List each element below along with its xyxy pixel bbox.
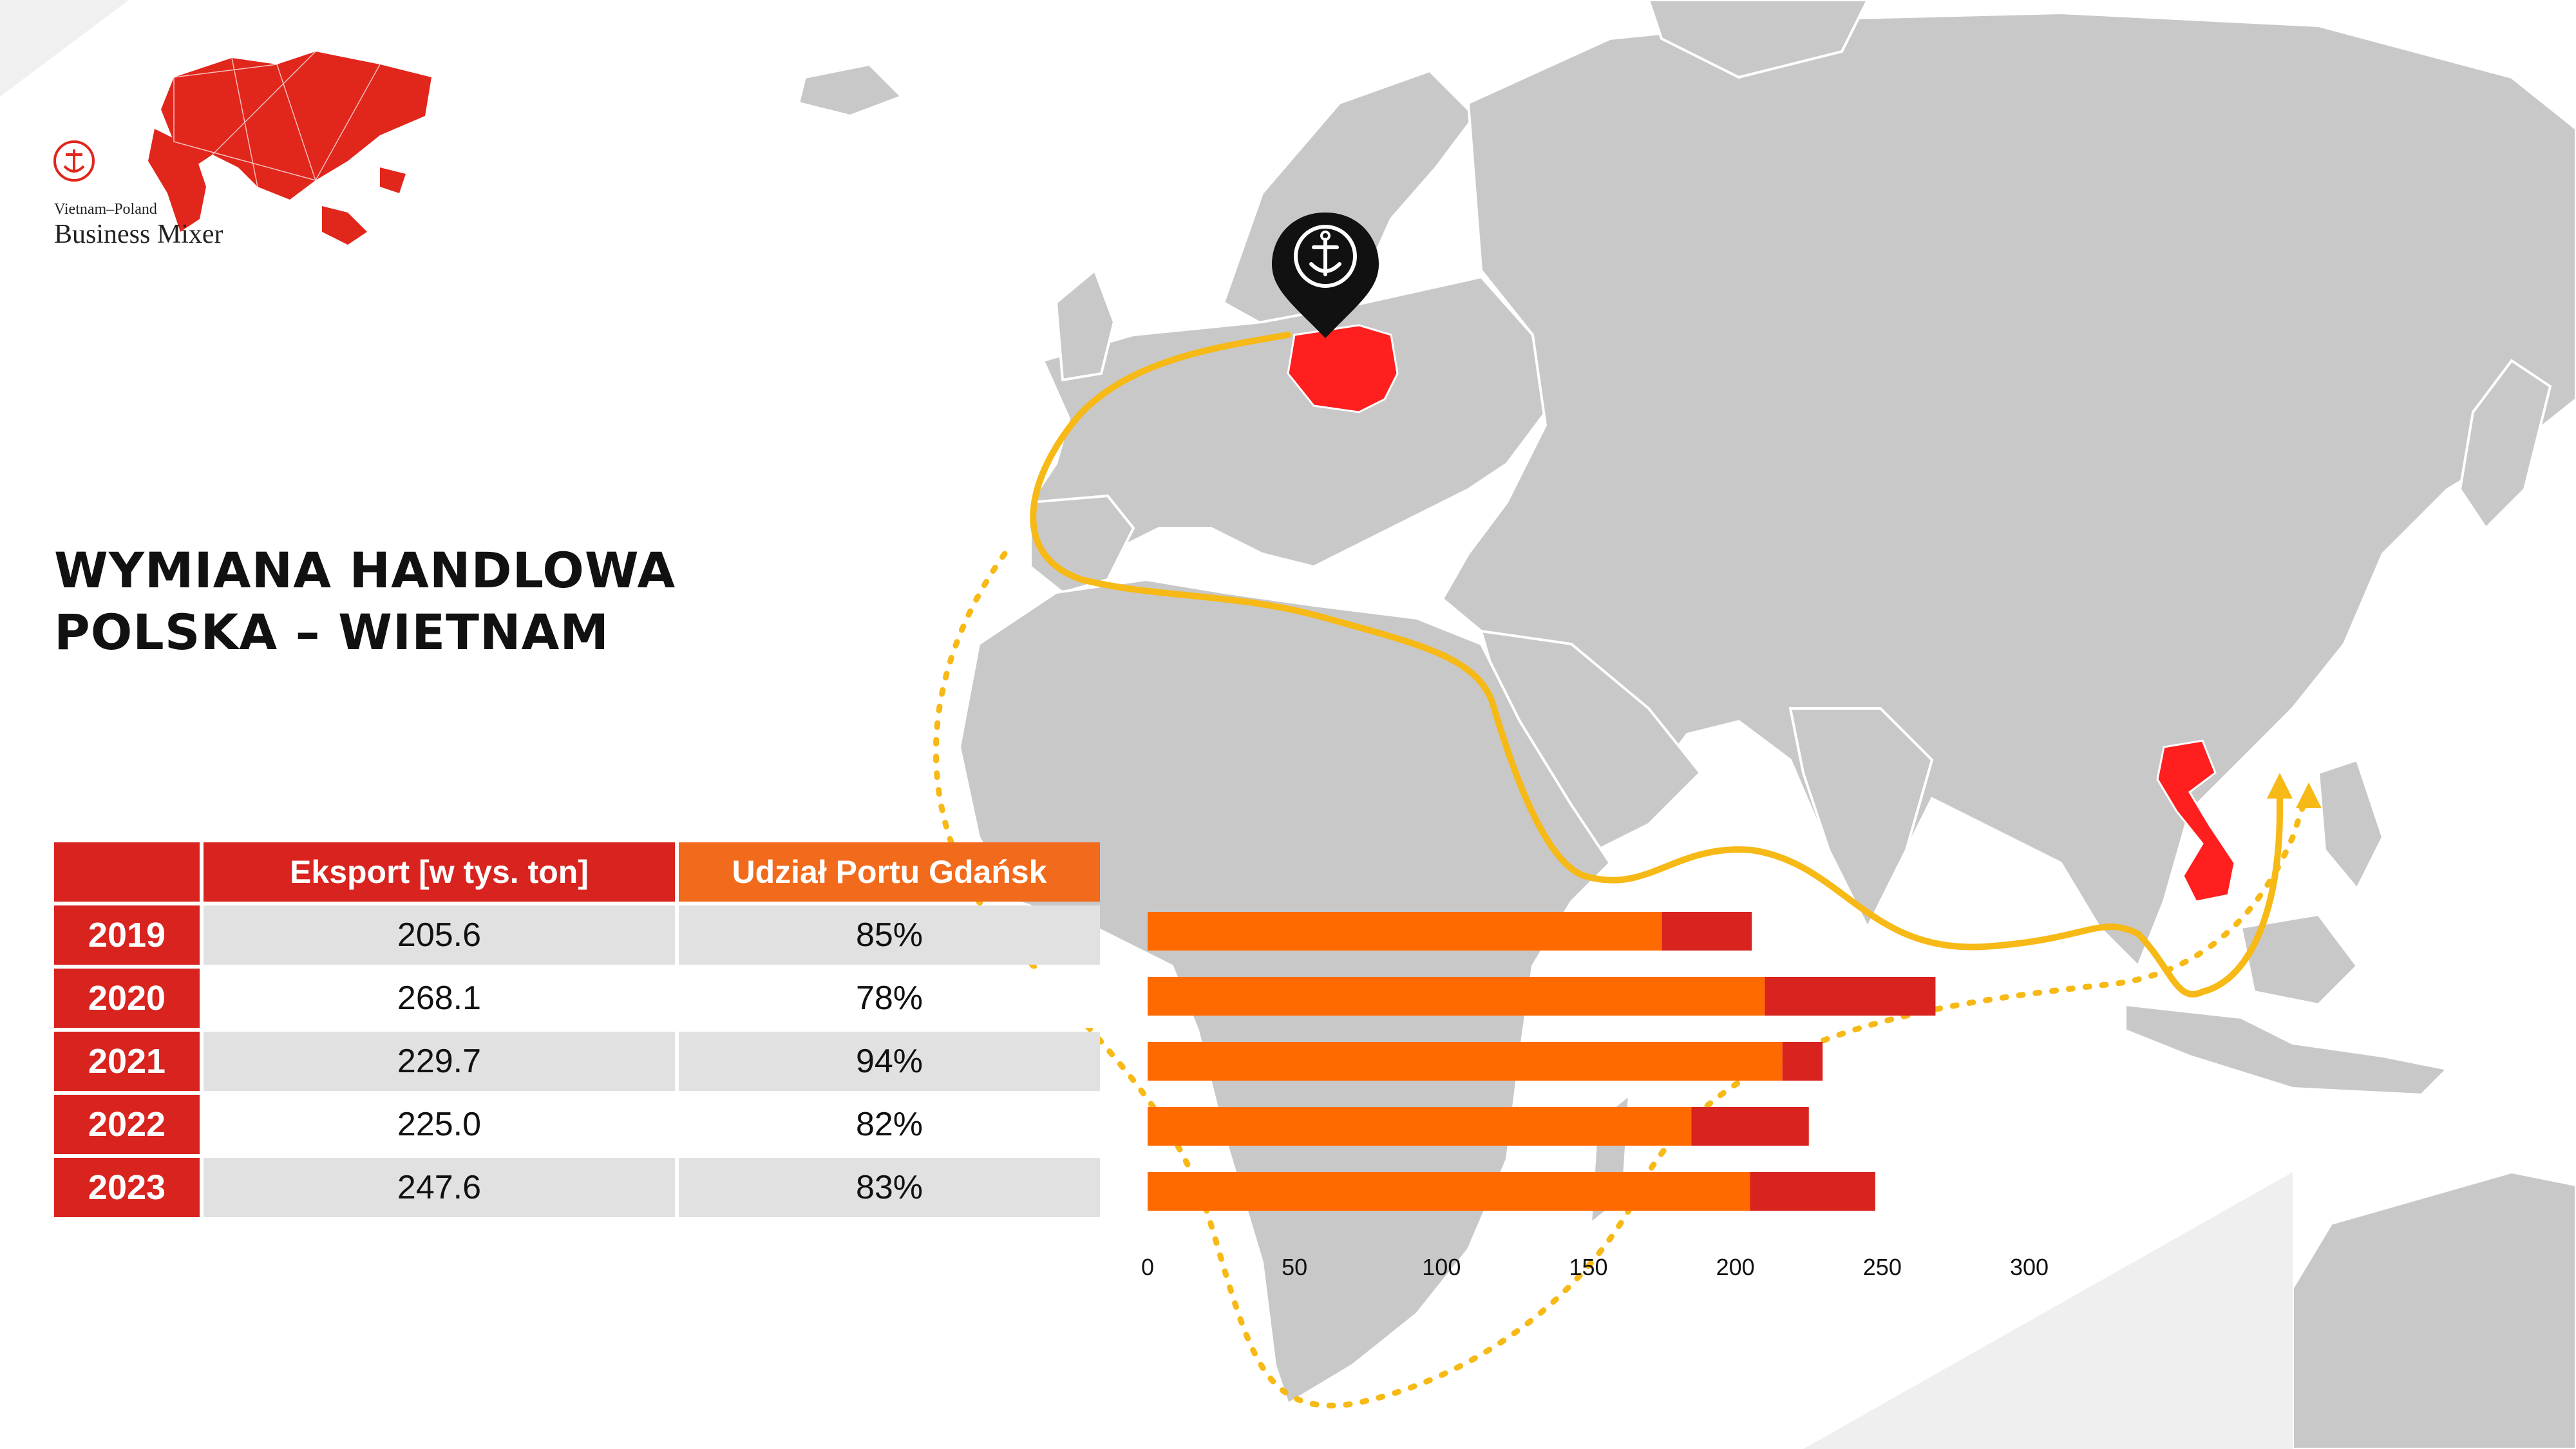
route-suez bbox=[1030, 332, 2283, 998]
map-india bbox=[1788, 707, 1934, 931]
map-greenland bbox=[1647, 0, 1870, 79]
logo-text-line2: Business Mixer bbox=[54, 220, 223, 249]
map-poland bbox=[1287, 324, 1399, 413]
table-cell-export: 247.6 bbox=[200, 1158, 675, 1217]
page-title: WYMIANA HANDLOWA POLSKA – WIETNAM bbox=[54, 540, 676, 663]
title-line1: WYMIANA HANDLOWA bbox=[54, 542, 676, 599]
bar-2021-segment-1 bbox=[1148, 1042, 1783, 1081]
x-tick-label: 250 bbox=[1863, 1254, 1902, 1280]
decor-wedge-bottom bbox=[1803, 1172, 2293, 1449]
bar-2022-segment-1 bbox=[1148, 1107, 1692, 1146]
table-row: 2020 268.1 78% bbox=[54, 969, 1100, 1028]
bar-2020-segment-1 bbox=[1148, 977, 1765, 1016]
table-header-row: Eksport [w tys. ton] Udział Portu Gdańsk bbox=[54, 842, 1100, 902]
table-header-corner bbox=[54, 842, 200, 902]
table-row: 2023 247.6 83% bbox=[54, 1158, 1100, 1217]
bar-2022-segment-2 bbox=[1691, 1107, 1809, 1146]
table-cell-export: 225.0 bbox=[200, 1095, 675, 1154]
route-cape-arrow-head bbox=[2296, 782, 2322, 808]
decor-wedge bbox=[0, 0, 129, 97]
table-cell-share: 83% bbox=[675, 1158, 1100, 1217]
table-cell-year: 2021 bbox=[54, 1032, 200, 1091]
table-cell-year: 2022 bbox=[54, 1095, 200, 1154]
map-indonesia bbox=[2124, 1003, 2450, 1097]
table-cell-year: 2019 bbox=[54, 905, 200, 965]
bar-2019-segment-2 bbox=[1662, 912, 1752, 951]
export-table: Eksport [w tys. ton] Udział Portu Gdańsk… bbox=[54, 838, 1100, 1221]
x-tick-label: 50 bbox=[1282, 1254, 1307, 1280]
map-australia bbox=[2291, 1170, 2576, 1449]
table-row: 2019 205.6 85% bbox=[54, 905, 1100, 965]
table-cell-export: 229.7 bbox=[200, 1032, 675, 1091]
x-tick-label: 200 bbox=[1716, 1254, 1755, 1280]
x-tick-label: 300 bbox=[2010, 1254, 2049, 1280]
table-cell-export: 205.6 bbox=[200, 905, 675, 965]
table-cell-share: 82% bbox=[675, 1095, 1100, 1154]
table-cell-share: 78% bbox=[675, 969, 1100, 1028]
x-tick-label: 0 bbox=[1141, 1254, 1154, 1280]
logo-mark bbox=[53, 51, 431, 245]
map-borneo bbox=[2239, 913, 2359, 1007]
map-uk bbox=[1054, 268, 1116, 382]
table-cell-share: 85% bbox=[675, 905, 1100, 965]
title-line2: POLSKA – WIETNAM bbox=[54, 603, 610, 661]
bar-2023-segment-2 bbox=[1750, 1172, 1875, 1211]
table-header-gdansk-share: Udział Portu Gdańsk bbox=[675, 842, 1100, 902]
table-header-export: Eksport [w tys. ton] bbox=[200, 842, 675, 902]
x-tick-label: 100 bbox=[1422, 1254, 1461, 1280]
table-cell-share: 94% bbox=[675, 1032, 1100, 1091]
bar-2023-segment-1 bbox=[1148, 1172, 1750, 1211]
table-cell-export: 268.1 bbox=[200, 969, 675, 1028]
anchor-crest-icon bbox=[53, 140, 95, 182]
table-row: 2022 225.0 82% bbox=[54, 1095, 1100, 1154]
map-philippines bbox=[2316, 758, 2385, 891]
bar-chart: 0 50 100 150 200 250 300 bbox=[1141, 912, 2049, 1280]
map-vietnam bbox=[2156, 739, 2236, 903]
table-row: 2021 229.7 94% bbox=[54, 1032, 1100, 1091]
logo-text-line1: Vietnam–Poland bbox=[54, 201, 157, 218]
location-pin-icon bbox=[1272, 213, 1379, 338]
bar-2020-segment-2 bbox=[1765, 977, 1936, 1016]
route-cape bbox=[933, 551, 2309, 1408]
x-tick-label: 150 bbox=[1569, 1254, 1607, 1280]
table-cell-year: 2023 bbox=[54, 1158, 200, 1217]
map-asia bbox=[1441, 11, 2576, 969]
map-iceland bbox=[797, 62, 904, 118]
route-arrow-head bbox=[2267, 773, 2293, 799]
bar-2019-segment-1 bbox=[1148, 912, 1662, 951]
bar-2021-segment-2 bbox=[1782, 1042, 1823, 1081]
map-japan bbox=[2458, 359, 2552, 531]
table-cell-year: 2020 bbox=[54, 969, 200, 1028]
